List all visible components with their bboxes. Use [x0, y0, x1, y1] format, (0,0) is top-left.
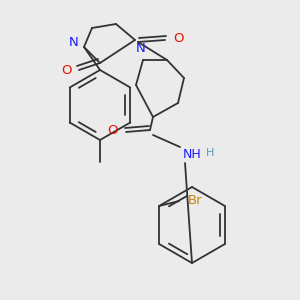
Text: O: O	[61, 64, 71, 76]
Text: NH: NH	[183, 148, 201, 161]
Text: O: O	[173, 32, 183, 44]
Text: N: N	[69, 37, 79, 50]
Text: H: H	[206, 148, 214, 158]
Text: Br: Br	[188, 194, 203, 208]
Text: N: N	[136, 43, 146, 56]
Text: O: O	[107, 124, 117, 136]
